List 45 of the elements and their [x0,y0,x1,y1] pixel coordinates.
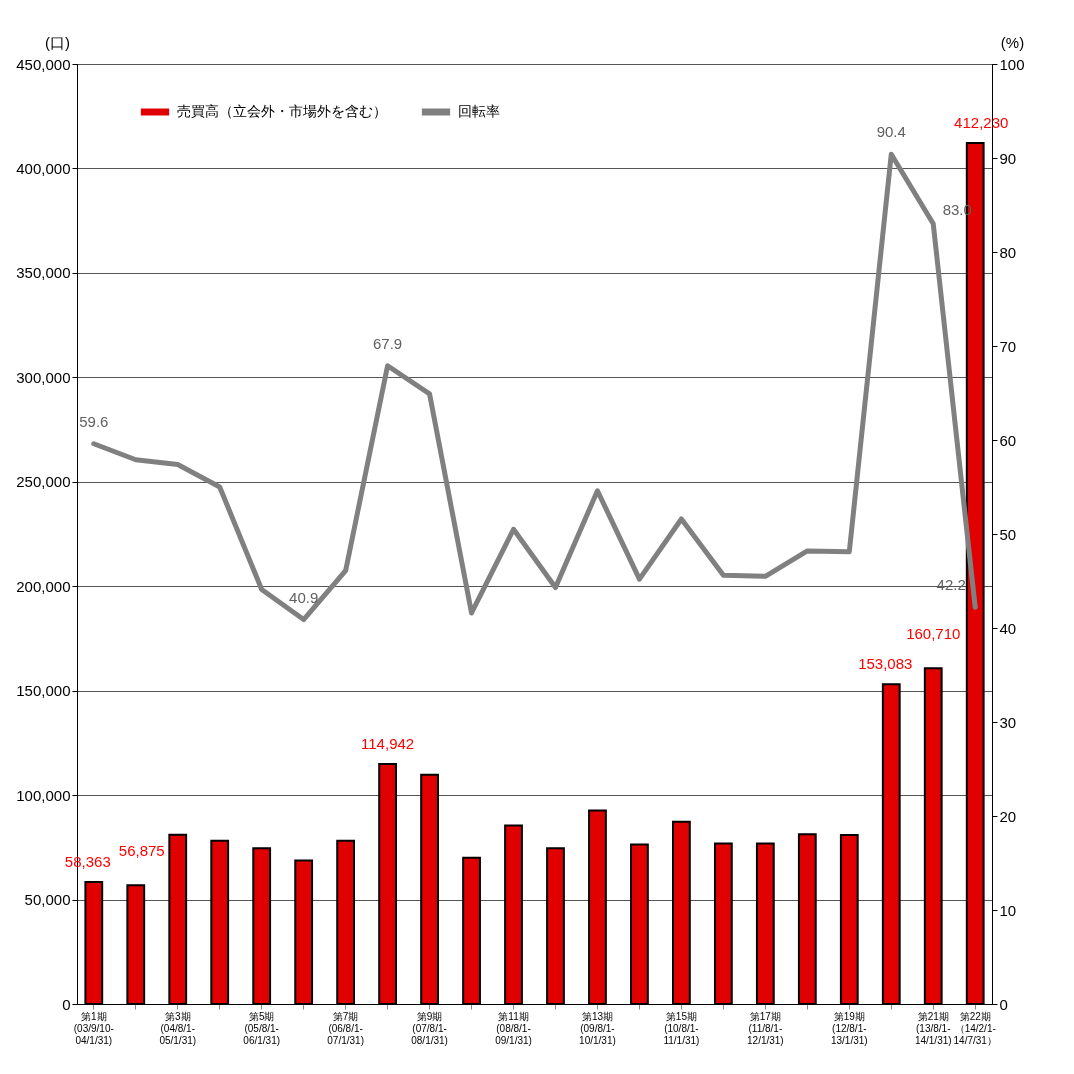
data-label: 40.9 [289,588,319,606]
y-tick-label: 350,000 [16,264,71,282]
x-tick-label: 第3期(04/8/1-05/1/31) [159,1010,197,1046]
y2-tick-label: 0 [999,995,1008,1013]
legend-label: 売買高（立会外・市場外を含む） [177,103,387,119]
y2-tick-label: 50 [999,525,1017,543]
data-label: 160,710 [906,625,961,643]
y-axis-title: (口) [45,33,70,51]
y2-axis-title: (%) [1000,33,1025,51]
data-label: 59.6 [79,412,109,430]
y-tick-label: 150,000 [16,682,71,700]
x-tick-label: 第15期(10/8/1-11/1/31) [663,1010,700,1046]
y2-tick-label: 70 [999,337,1017,355]
x-tick-label: 第21期(13/8/1-14/1/31) [914,1010,952,1046]
y-tick-label: 100,000 [16,786,71,804]
y2-tick-label: 30 [999,713,1017,731]
data-label: 56,875 [118,842,165,860]
y2-tick-label: 80 [999,243,1017,261]
y-tick-label: 400,000 [16,159,71,177]
y-tick-label: 50,000 [24,891,71,909]
y2-tick-label: 90 [999,149,1017,167]
y-tick-label: 300,000 [16,368,71,386]
y2-tick-label: 20 [999,807,1017,825]
y-tick-label: 450,000 [16,55,71,73]
y-tick-label: 0 [62,995,71,1013]
data-label: 153,083 [858,655,913,673]
legend-label: 回転率 [458,103,500,119]
x-tick-label: 第9期(07/8/1-08/1/31) [411,1010,448,1046]
x-tick-label: 第1期(03/9/10-04/1/31) [73,1010,114,1046]
x-tick-label: 第11期(08/8/1-09/1/31) [495,1010,532,1046]
data-label: 67.9 [372,334,403,352]
y2-tick-label: 100 [999,55,1025,73]
x-tick-label: 第7期(06/8/1-07/1/31) [327,1010,364,1046]
y-tick-label: 200,000 [16,577,71,595]
x-tick-label: 第5期(05/8/1-06/1/31) [243,1010,281,1046]
x-tick-label: 第17期(11/8/1-12/1/31) [747,1010,784,1046]
y-tick-label: 250,000 [16,473,71,491]
x-tick-label: 第22期（14/2/1-14/7/31） [953,1010,997,1046]
data-label: 90.4 [876,123,906,141]
x-tick-label: 第13期(09/8/1-10/1/31) [579,1010,616,1046]
x-tick-label: 第19期(12/8/1-13/1/31) [830,1010,868,1046]
y2-tick-label: 40 [999,619,1017,637]
data-label: 114,942 [361,734,415,752]
y2-tick-label: 10 [999,901,1017,919]
y2-tick-label: 60 [999,431,1017,449]
